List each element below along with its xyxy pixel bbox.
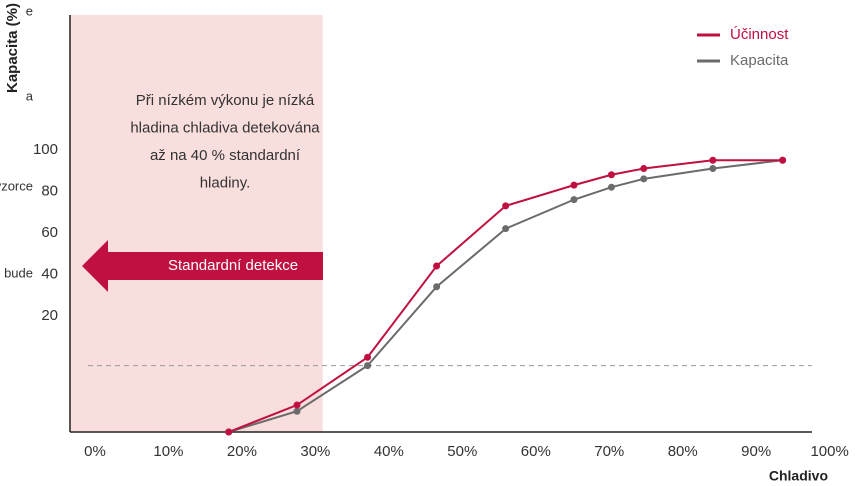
point — [364, 353, 372, 361]
point — [607, 183, 615, 191]
x-tick-label: 0% — [84, 443, 106, 460]
point — [364, 362, 372, 370]
x-tick-label: 80% — [668, 443, 698, 460]
annotation: Při nízkém výkonu je nízká — [136, 92, 315, 109]
x-axis-label: Chladivo — [769, 468, 828, 484]
point — [293, 401, 301, 409]
y-tick-label: 80 — [41, 182, 58, 199]
point — [709, 165, 717, 173]
x-tick-label: 30% — [300, 443, 330, 460]
legend-label: Kapacita — [730, 52, 789, 69]
point — [225, 428, 233, 436]
point — [293, 407, 301, 415]
point — [607, 171, 615, 179]
point — [433, 283, 441, 291]
series-line — [228, 159, 783, 433]
x-tick-label: 60% — [521, 443, 551, 460]
annotation: až na 40 % standardní — [150, 147, 301, 164]
x-tick-label: 90% — [741, 443, 771, 460]
point — [709, 156, 717, 164]
series-line — [228, 159, 783, 433]
annotation: hladina chladiva detekována — [130, 119, 320, 136]
x-tick-label: 100% — [810, 443, 848, 460]
point — [640, 165, 648, 173]
point — [502, 225, 510, 233]
arrow — [82, 240, 323, 292]
shaded-region — [70, 15, 323, 432]
cropped-text: vzorce — [0, 178, 33, 193]
y-tick-label: 20 — [41, 307, 58, 324]
x-tick-label: 40% — [374, 443, 404, 460]
y-tick-label: 100 — [33, 141, 58, 158]
point — [570, 196, 578, 204]
arrow-label: Standardní detekce — [168, 257, 298, 274]
cropped-text: , bude — [0, 265, 33, 280]
x-tick-label: 20% — [227, 443, 257, 460]
annotation: hladiny. — [200, 174, 251, 191]
point — [502, 202, 510, 210]
cropped-text: e — [26, 3, 33, 18]
y-axis-label: Kapacita (%) — [4, 3, 21, 93]
legend-label: Účinnost — [730, 26, 789, 43]
y-tick-label: 60 — [41, 224, 58, 241]
cropped-text: a — [26, 88, 34, 103]
point — [779, 156, 787, 164]
x-tick-label: 70% — [594, 443, 624, 460]
point — [570, 181, 578, 189]
point — [433, 262, 441, 270]
x-tick-label: 50% — [447, 443, 477, 460]
x-tick-label: 10% — [153, 443, 183, 460]
point — [640, 175, 648, 183]
y-tick-label: 40 — [41, 265, 58, 282]
